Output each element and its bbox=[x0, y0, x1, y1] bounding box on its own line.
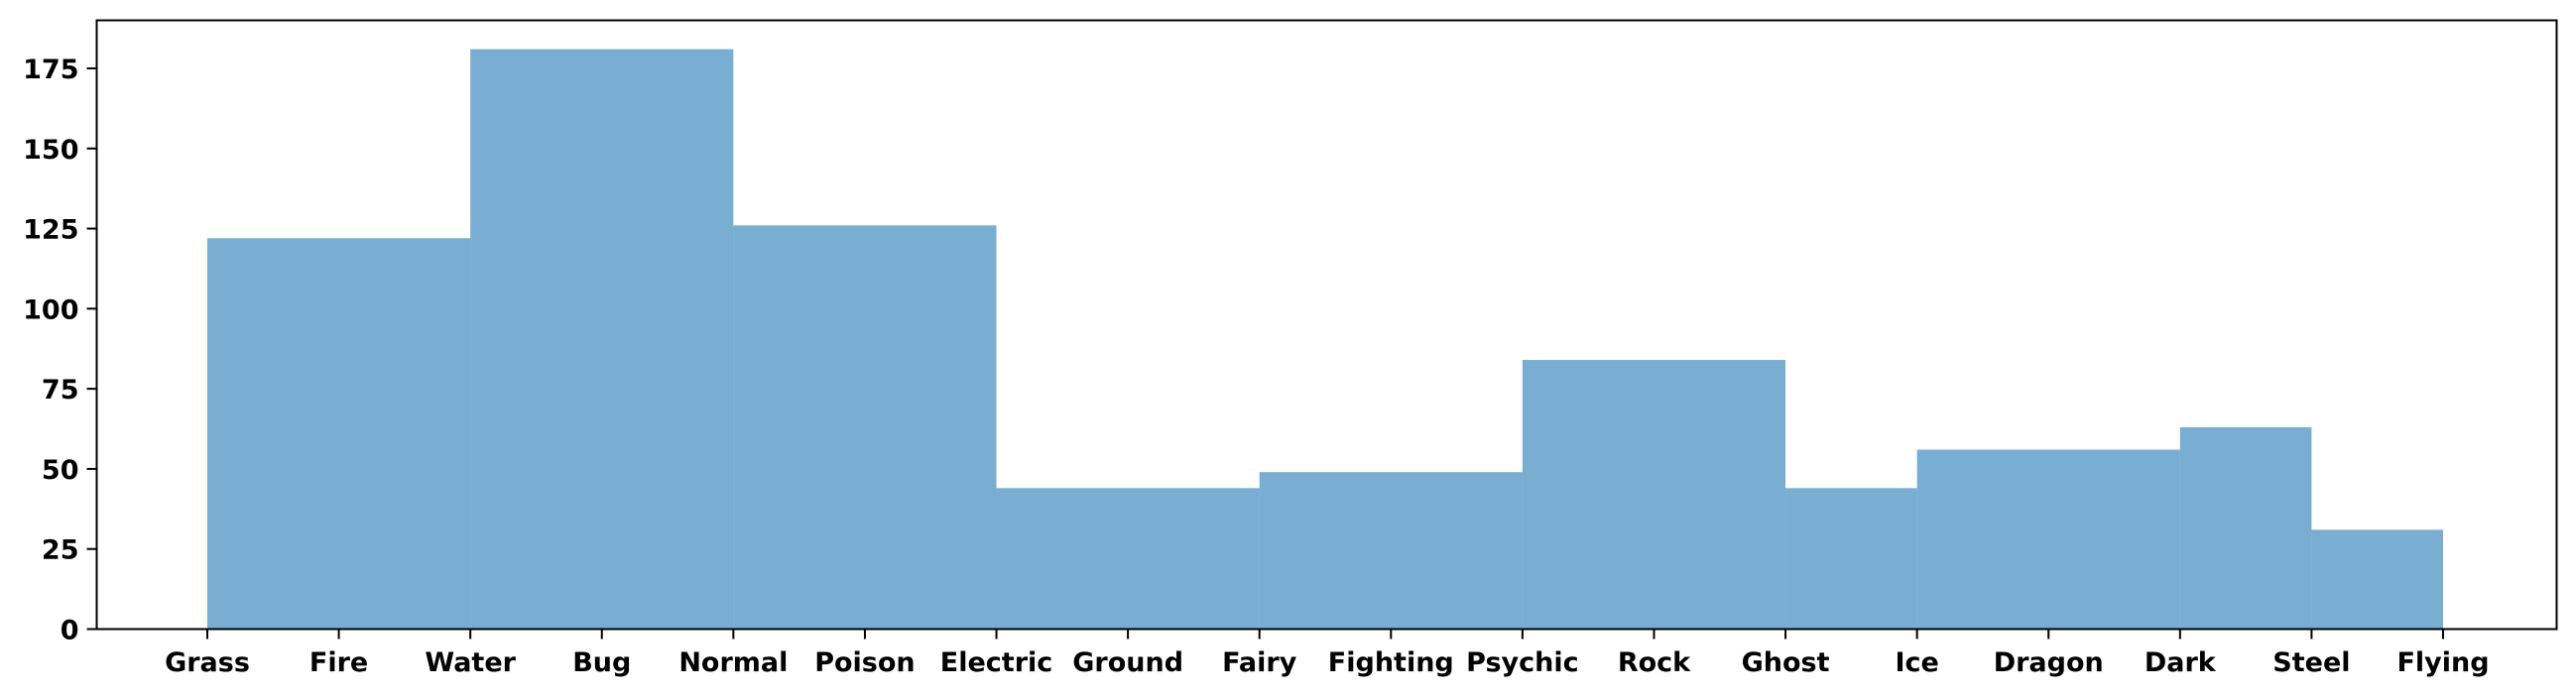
y-tick-label-0: 0 bbox=[61, 616, 79, 646]
x-tick-label-2: Water bbox=[425, 647, 516, 678]
histogram-bar-8 bbox=[2179, 426, 2312, 630]
x-tick-label-14: Dragon bbox=[1994, 647, 2104, 678]
y-tick-label-6: 150 bbox=[23, 135, 78, 166]
y-tick-label-2: 50 bbox=[42, 455, 79, 486]
x-tick-label-16: Steel bbox=[2272, 647, 2350, 678]
y-tick-label-3: 75 bbox=[42, 375, 79, 406]
y-tick-label-5: 125 bbox=[23, 215, 78, 246]
y-tick-label-1: 25 bbox=[42, 535, 79, 566]
histogram-bar-5 bbox=[1522, 360, 1786, 630]
x-axis: Grass Fire Water Bug Normal Poison Electric Gro… bbox=[165, 629, 2490, 678]
histogram-bar-9 bbox=[2311, 529, 2443, 630]
x-tick-label-5: Poison bbox=[814, 647, 915, 678]
plot-frame bbox=[95, 19, 2558, 631]
x-tick-label-10: Psychic bbox=[1466, 647, 1578, 678]
histogram-bar-4 bbox=[1259, 472, 1523, 630]
x-tick-label-3: Bug bbox=[572, 647, 631, 678]
bars-group bbox=[207, 49, 2443, 630]
x-tick-label-6: Electric bbox=[940, 647, 1053, 678]
x-tick-label-8: Fairy bbox=[1222, 647, 1297, 678]
histogram-bar-6 bbox=[1785, 488, 1917, 630]
histogram-bar-3 bbox=[996, 488, 1260, 630]
y-axis: 0 25 50 75 100 125 150 175 bbox=[23, 55, 97, 646]
y-tick-label-7: 175 bbox=[23, 55, 78, 85]
x-tick-label-9: Fighting bbox=[1328, 647, 1454, 678]
x-tick-label-4: Normal bbox=[678, 647, 788, 678]
histogram-bar-2 bbox=[733, 225, 997, 630]
y-tick-label-4: 100 bbox=[23, 294, 78, 325]
histogram-bar-0 bbox=[207, 238, 471, 630]
x-tick-label-17: Flying bbox=[2396, 647, 2489, 678]
histogram-bar-7 bbox=[1916, 449, 2180, 630]
histogram-bar-1 bbox=[470, 49, 734, 630]
x-tick-label-7: Ground bbox=[1072, 647, 1183, 678]
x-tick-label-0: Grass bbox=[165, 647, 250, 678]
x-tick-label-12: Ghost bbox=[1742, 647, 1830, 678]
x-tick-label-13: Ice bbox=[1895, 647, 1938, 678]
x-tick-label-1: Fire bbox=[309, 647, 368, 678]
x-tick-label-11: Rock bbox=[1618, 647, 1691, 678]
x-tick-label-15: Dark bbox=[2145, 647, 2217, 678]
